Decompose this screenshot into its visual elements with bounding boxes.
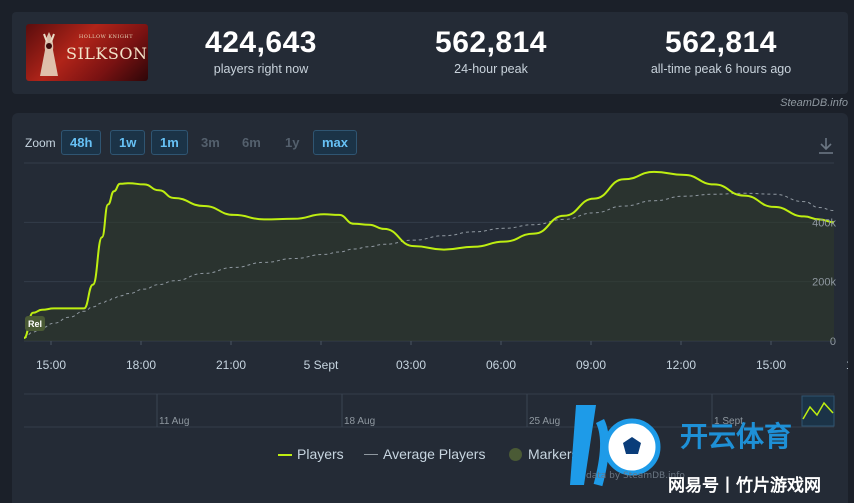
logo-title: SILKSONG (66, 44, 148, 63)
x-tick-label: 03:00 (396, 358, 426, 372)
logo-subtitle: HOLLOW KNIGHT (78, 34, 134, 40)
flag-badge (25, 316, 45, 331)
players-area-fill (24, 171, 834, 341)
x-tick-label: 09:00 (576, 358, 606, 372)
legend-line-swatch (364, 454, 378, 455)
legend-label: Players (297, 446, 344, 462)
watermark-site: 网易号丨竹片游戏网 (668, 476, 821, 496)
zoom-max-button[interactable]: max (313, 130, 358, 155)
release-flag[interactable]: Rel (25, 316, 45, 331)
stat-value: 562,814 (665, 26, 777, 59)
x-tick-label: 15:00 (36, 358, 66, 372)
navigator-label: 1 Sept (714, 416, 743, 427)
stat-label: all-time peak 6 hours ago (650, 62, 792, 76)
players-line[interactable] (23, 170, 835, 339)
y-tick-label: 0 (830, 336, 836, 348)
watermark-brand: 开云体育 (680, 420, 793, 453)
navigator-label: 18 Aug (344, 416, 375, 427)
zoom-1w-button[interactable]: 1w (110, 130, 146, 155)
stat-value: 424,643 (205, 26, 317, 59)
stat-all-time-peak: 562,814 all-time peak 6 hours ago (627, 26, 815, 76)
x-tick-label: 06:00 (486, 358, 516, 372)
legend-label: Markers (528, 446, 579, 462)
legend-label: Average Players (383, 446, 486, 462)
watermark-overlay: 开云体育 data by SteamDB.info 网易号丨竹片游戏网 (560, 395, 854, 503)
legend-dot-swatch (509, 448, 522, 461)
x-tick-label: 18:00 (126, 358, 156, 372)
x-tick-label: 5 Sept (304, 358, 339, 372)
game-logo[interactable]: HOLLOW KNIGHT SILKSONG (26, 24, 148, 81)
stat-value: 562,814 (435, 26, 547, 59)
zoom-1m-button[interactable]: 1m (151, 130, 188, 155)
y-tick-label: 200k (812, 277, 836, 289)
x-tick-label: 15:00 (756, 358, 786, 372)
watermark-credit: data by SteamDB.info (586, 471, 685, 481)
stat-label: 24-hour peak (454, 62, 528, 76)
x-tick-label: 21:00 (216, 358, 246, 372)
flag-label: Rel (28, 319, 42, 329)
average-players-line[interactable] (23, 192, 835, 339)
zoom-6m-button: 6m (242, 135, 261, 150)
stat-24h-peak: 562,814 24-hour peak (410, 26, 572, 76)
hornet-figure-icon (40, 32, 58, 76)
player-count-chart[interactable]: 0 200k 400k 15:00 18:00 21:00 5 Sept 03:00 06:0… (12, 113, 848, 503)
x-tick-label: 18:00 (846, 358, 848, 372)
source-label[interactable]: SteamDB.info (780, 97, 848, 109)
navigator-mini-line (802, 401, 834, 420)
zoom-label: Zoom (25, 136, 56, 150)
chart-panel: Zoom 48h 1w 1m 3m 6m 1y max 0 200k 400k 15… (12, 113, 848, 503)
download-icon[interactable] (818, 137, 834, 155)
zoom-1y-button: 1y (285, 135, 300, 150)
y-tick-label: 400k (812, 217, 836, 229)
navigator-label: 25 Aug (529, 416, 560, 427)
stats-header: HOLLOW KNIGHT SILKSONG 424,643 players r… (12, 12, 848, 94)
legend-line-swatch (278, 454, 292, 456)
navigator-handle[interactable] (801, 395, 835, 427)
zoom-48h-button[interactable]: 48h (61, 130, 102, 155)
soccer-ball-logo-icon (570, 405, 661, 487)
stat-players-now: 424,643 players right now (180, 26, 342, 76)
zoom-3m-button: 3m (201, 135, 220, 150)
navigator-label: 11 Aug (159, 416, 189, 427)
x-tick-label: 12:00 (666, 358, 696, 372)
stat-label: players right now (213, 62, 309, 76)
